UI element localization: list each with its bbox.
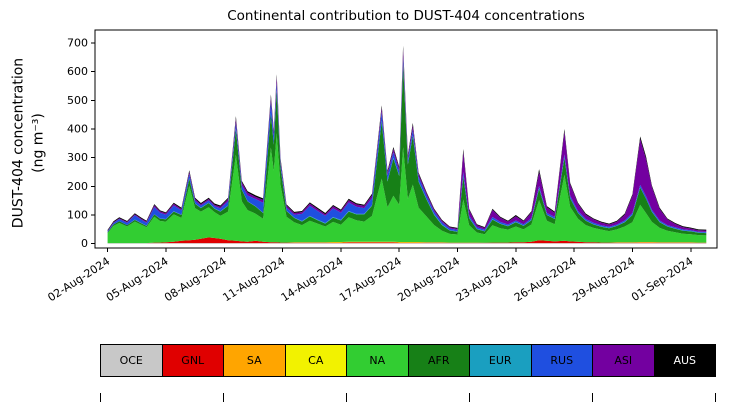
x-tick-label: 01-Sep-2024	[629, 255, 695, 304]
legend-item-oce: OCE	[100, 344, 163, 377]
x-tick-label: 23-Aug-2024	[454, 255, 521, 305]
y-axis-label-line1: DUST-404 concentration	[10, 57, 27, 229]
legend-label: ASI	[614, 354, 633, 367]
y-tick-label: 200	[67, 180, 88, 193]
y-tick-label: 0	[81, 237, 88, 250]
cropped-cell-divider	[592, 393, 716, 402]
x-tick-label: 17-Aug-2024	[337, 255, 404, 305]
legend-item-na: NA	[346, 344, 409, 377]
area-SA	[107, 237, 707, 244]
cropped-cell-divider	[100, 393, 223, 402]
area-NA	[107, 133, 707, 244]
legend-label: OCE	[119, 354, 143, 367]
area-RUS	[107, 56, 707, 233]
x-tick-label: 05-Aug-2024	[104, 255, 171, 305]
legend-item-ca: CA	[284, 344, 347, 377]
cropped-second-legend-row	[100, 393, 716, 402]
x-tick-label: 02-Aug-2024	[45, 255, 112, 305]
legend-label: AUS	[673, 354, 697, 367]
y-axis-label-line2: (ng m⁻³)	[30, 113, 47, 173]
area-GNL	[107, 237, 707, 244]
y-tick-label: 400	[67, 122, 88, 135]
y-tick-label: 500	[67, 94, 88, 107]
y-tick-label: 600	[67, 65, 88, 78]
x-tick-label: 11-Aug-2024	[220, 255, 287, 305]
legend-label: SA	[246, 354, 262, 367]
x-tick-label: 14-Aug-2024	[279, 255, 346, 305]
cropped-cell-divider	[346, 393, 469, 402]
legend-item-aus: AUS	[653, 344, 716, 377]
legend-item-gnl: GNL	[161, 344, 224, 377]
continent-legend: OCE GNL SA CA NA AFR EUR RUS ASI AUS	[100, 344, 716, 377]
legend-label: NA	[369, 354, 386, 367]
legend-item-rus: RUS	[530, 344, 593, 377]
cropped-cell-divider	[223, 393, 346, 402]
chart-title: Continental contribution to DUST-404 con…	[227, 8, 585, 24]
y-axis-label: DUST-404 concentration (ng m⁻³)	[9, 21, 51, 266]
legend-label: AFR	[428, 354, 450, 367]
legend-label: RUS	[550, 354, 574, 367]
x-tick-label: 08-Aug-2024	[162, 255, 229, 305]
legend-item-asi: ASI	[592, 344, 655, 377]
y-tick-label: 300	[67, 151, 88, 164]
x-tick-label: 29-Aug-2024	[570, 255, 637, 305]
legend-item-afr: AFR	[407, 344, 470, 377]
plot-border	[94, 29, 718, 249]
legend-label: EUR	[488, 354, 512, 367]
x-tick-label: 20-Aug-2024	[395, 255, 462, 305]
stacked-area-plot: 0 100 200 300 400 500 600 700 02-Aug-202405-Aug-…	[45, 29, 718, 305]
x-tick-label: 26-Aug-2024	[512, 255, 579, 305]
legend-item-sa: SA	[223, 344, 286, 377]
cropped-cell-divider	[469, 393, 592, 402]
area-AFR	[107, 64, 707, 236]
legend-label: GNL	[181, 354, 205, 367]
area-OCE	[107, 243, 707, 244]
y-tick-label: 700	[67, 36, 88, 49]
y-tick-label: 100	[67, 209, 88, 222]
legend-item-eur: EUR	[469, 344, 532, 377]
legend-label: CA	[308, 354, 324, 367]
